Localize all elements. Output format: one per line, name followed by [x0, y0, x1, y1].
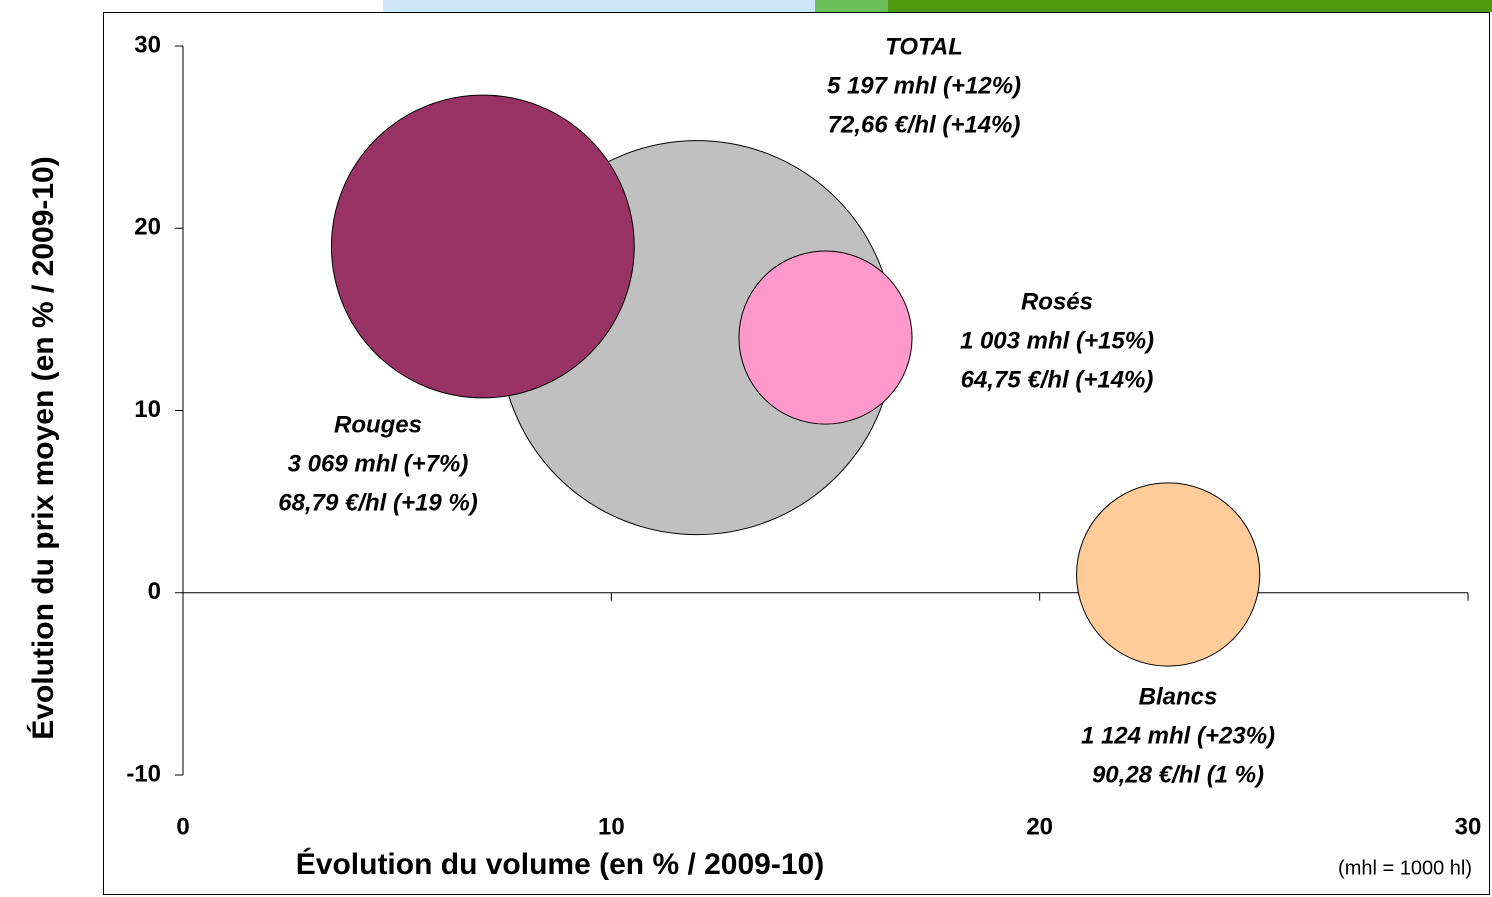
bubble-name: Blancs [1139, 683, 1218, 710]
banner-green [815, 0, 888, 12]
banner-blue [383, 0, 815, 12]
bubble [738, 250, 913, 425]
bubble-label: 90,28 €/hl (1 %) [1092, 761, 1264, 788]
y-axis-title: Évolution du prix moyen (en % / 2009-10) [26, 156, 60, 739]
bubble [330, 94, 635, 399]
bubble-label: 3 069 mhl (+7%) [288, 450, 469, 477]
y-tick-label: 20 [134, 214, 161, 241]
bubble-label: 64,75 €/hl (+14%) [961, 366, 1154, 393]
bubble-name: TOTAL [885, 33, 963, 60]
bubble-label: 72,66 €/hl (+14%) [828, 111, 1021, 138]
banner-dark-green [888, 0, 1492, 12]
note: (mhl = 1000 hl) [1338, 857, 1472, 879]
bubble-name: Rosés [1021, 288, 1093, 315]
y-tick-label: -10 [126, 760, 161, 787]
bubble [1076, 482, 1261, 667]
x-tick-label: 20 [1026, 813, 1053, 840]
bubble-label: 1 003 mhl (+15%) [960, 327, 1154, 354]
x-tick-label: 30 [1455, 813, 1482, 840]
y-tick-label: 0 [148, 578, 161, 605]
bubble-label: 5 197 mhl (+12%) [827, 72, 1021, 99]
bubble-label: 1 124 mhl (+23%) [1081, 722, 1275, 749]
y-tick-label: 30 [134, 31, 161, 58]
x-tick-label: 0 [176, 813, 189, 840]
x-tick-label: 10 [598, 813, 625, 840]
bubble-name: Rouges [334, 411, 422, 438]
bubble-label: 68,79 €/hl (+19 %) [278, 489, 477, 516]
y-tick-label: 10 [134, 396, 161, 423]
x-axis-title: Évolution du volume (en % / 2009-10) [296, 847, 824, 881]
